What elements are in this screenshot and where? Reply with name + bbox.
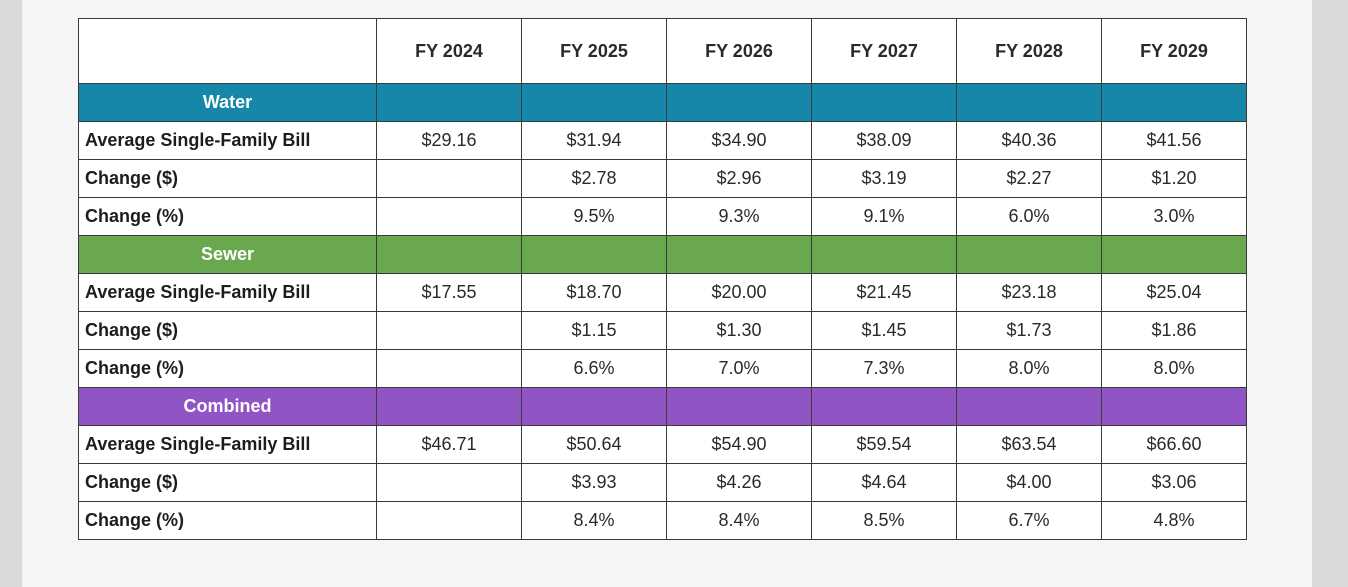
table-row: Change ($) $2.78 $2.96 $3.19 $2.27 $1.20 <box>78 159 1247 198</box>
table-cell: 6.0% <box>956 197 1102 236</box>
table-cell: $1.15 <box>521 311 667 350</box>
row-label: Change ($) <box>78 463 377 502</box>
table-cell: $4.00 <box>956 463 1102 502</box>
table-cell: $59.54 <box>811 425 957 464</box>
table-row: Change (%) 9.5% 9.3% 9.1% 6.0% 3.0% <box>78 197 1247 236</box>
section-label: Combined <box>78 387 377 426</box>
bill-projection-table: FY 2024 FY 2025 FY 2026 FY 2027 FY 2028 … <box>78 18 1247 540</box>
table-cell: $18.70 <box>521 273 667 312</box>
table-cell: 6.7% <box>956 501 1102 540</box>
column-header: FY 2028 <box>956 18 1102 84</box>
table-cell: $1.86 <box>1101 311 1247 350</box>
column-header: FY 2025 <box>521 18 667 84</box>
table-cell: 8.0% <box>956 349 1102 388</box>
table-cell: $34.90 <box>666 121 812 160</box>
table-cell: $38.09 <box>811 121 957 160</box>
table-cell: $3.19 <box>811 159 957 198</box>
slide: FY 2024 FY 2025 FY 2026 FY 2027 FY 2028 … <box>22 0 1312 587</box>
section-band-sewer: Sewer <box>78 235 1247 274</box>
table-cell: $21.45 <box>811 273 957 312</box>
column-header: FY 2027 <box>811 18 957 84</box>
row-label: Average Single-Family Bill <box>78 273 377 312</box>
row-label: Change (%) <box>78 501 377 540</box>
table-cell: 4.8% <box>1101 501 1247 540</box>
table-cell: 6.6% <box>521 349 667 388</box>
table-row: Change ($) $3.93 $4.26 $4.64 $4.00 $3.06 <box>78 463 1247 502</box>
row-label: Change ($) <box>78 159 377 198</box>
row-label: Change (%) <box>78 197 377 236</box>
column-header: FY 2026 <box>666 18 812 84</box>
row-label: Average Single-Family Bill <box>78 425 377 464</box>
table-cell: $29.16 <box>376 121 522 160</box>
table-cell: $54.90 <box>666 425 812 464</box>
table-cell: $20.00 <box>666 273 812 312</box>
table-cell: 8.0% <box>1101 349 1247 388</box>
table-cell: $31.94 <box>521 121 667 160</box>
table-cell: $25.04 <box>1101 273 1247 312</box>
table-cell: $63.54 <box>956 425 1102 464</box>
section-label: Water <box>78 83 377 122</box>
table-cell: $4.64 <box>811 463 957 502</box>
table-row: Average Single-Family Bill $46.71 $50.64… <box>78 425 1247 464</box>
table-cell <box>376 159 522 198</box>
table-cell <box>376 197 522 236</box>
table-cell: $1.30 <box>666 311 812 350</box>
table-cell: $4.26 <box>666 463 812 502</box>
table-cell: 9.5% <box>521 197 667 236</box>
table-cell: 9.1% <box>811 197 957 236</box>
table-row: Change ($) $1.15 $1.30 $1.45 $1.73 $1.86 <box>78 311 1247 350</box>
table-cell: $2.96 <box>666 159 812 198</box>
table-cell: 3.0% <box>1101 197 1247 236</box>
section-band-combined: Combined <box>78 387 1247 426</box>
table-cell: 9.3% <box>666 197 812 236</box>
table-cell <box>376 349 522 388</box>
table-row: Change (%) 6.6% 7.0% 7.3% 8.0% 8.0% <box>78 349 1247 388</box>
table-cell: 8.4% <box>666 501 812 540</box>
table-row: Change (%) 8.4% 8.4% 8.5% 6.7% 4.8% <box>78 501 1247 540</box>
table-cell: $3.93 <box>521 463 667 502</box>
table-cell: 7.3% <box>811 349 957 388</box>
row-label: Change ($) <box>78 311 377 350</box>
table-cell <box>376 311 522 350</box>
header-row: FY 2024 FY 2025 FY 2026 FY 2027 FY 2028 … <box>78 18 1247 84</box>
table-cell: 8.4% <box>521 501 667 540</box>
table-cell: $2.78 <box>521 159 667 198</box>
table-cell <box>376 501 522 540</box>
section-band-water: Water <box>78 83 1247 122</box>
table-cell: $66.60 <box>1101 425 1247 464</box>
table-cell: 7.0% <box>666 349 812 388</box>
table-cell: $1.73 <box>956 311 1102 350</box>
table-cell: $46.71 <box>376 425 522 464</box>
column-header: FY 2024 <box>376 18 522 84</box>
table-row: Average Single-Family Bill $17.55 $18.70… <box>78 273 1247 312</box>
row-label: Average Single-Family Bill <box>78 121 377 160</box>
column-header: FY 2029 <box>1101 18 1247 84</box>
section-label: Sewer <box>78 235 377 274</box>
table-cell: $1.45 <box>811 311 957 350</box>
table-cell <box>376 463 522 502</box>
table-cell: $17.55 <box>376 273 522 312</box>
table-cell: $1.20 <box>1101 159 1247 198</box>
table-cell: $2.27 <box>956 159 1102 198</box>
table-cell: $50.64 <box>521 425 667 464</box>
row-label: Change (%) <box>78 349 377 388</box>
table-row: Average Single-Family Bill $29.16 $31.94… <box>78 121 1247 160</box>
table-cell: $41.56 <box>1101 121 1247 160</box>
table-cell: $40.36 <box>956 121 1102 160</box>
header-corner-cell <box>78 18 377 84</box>
table-cell: 8.5% <box>811 501 957 540</box>
table-cell: $3.06 <box>1101 463 1247 502</box>
table-cell: $23.18 <box>956 273 1102 312</box>
